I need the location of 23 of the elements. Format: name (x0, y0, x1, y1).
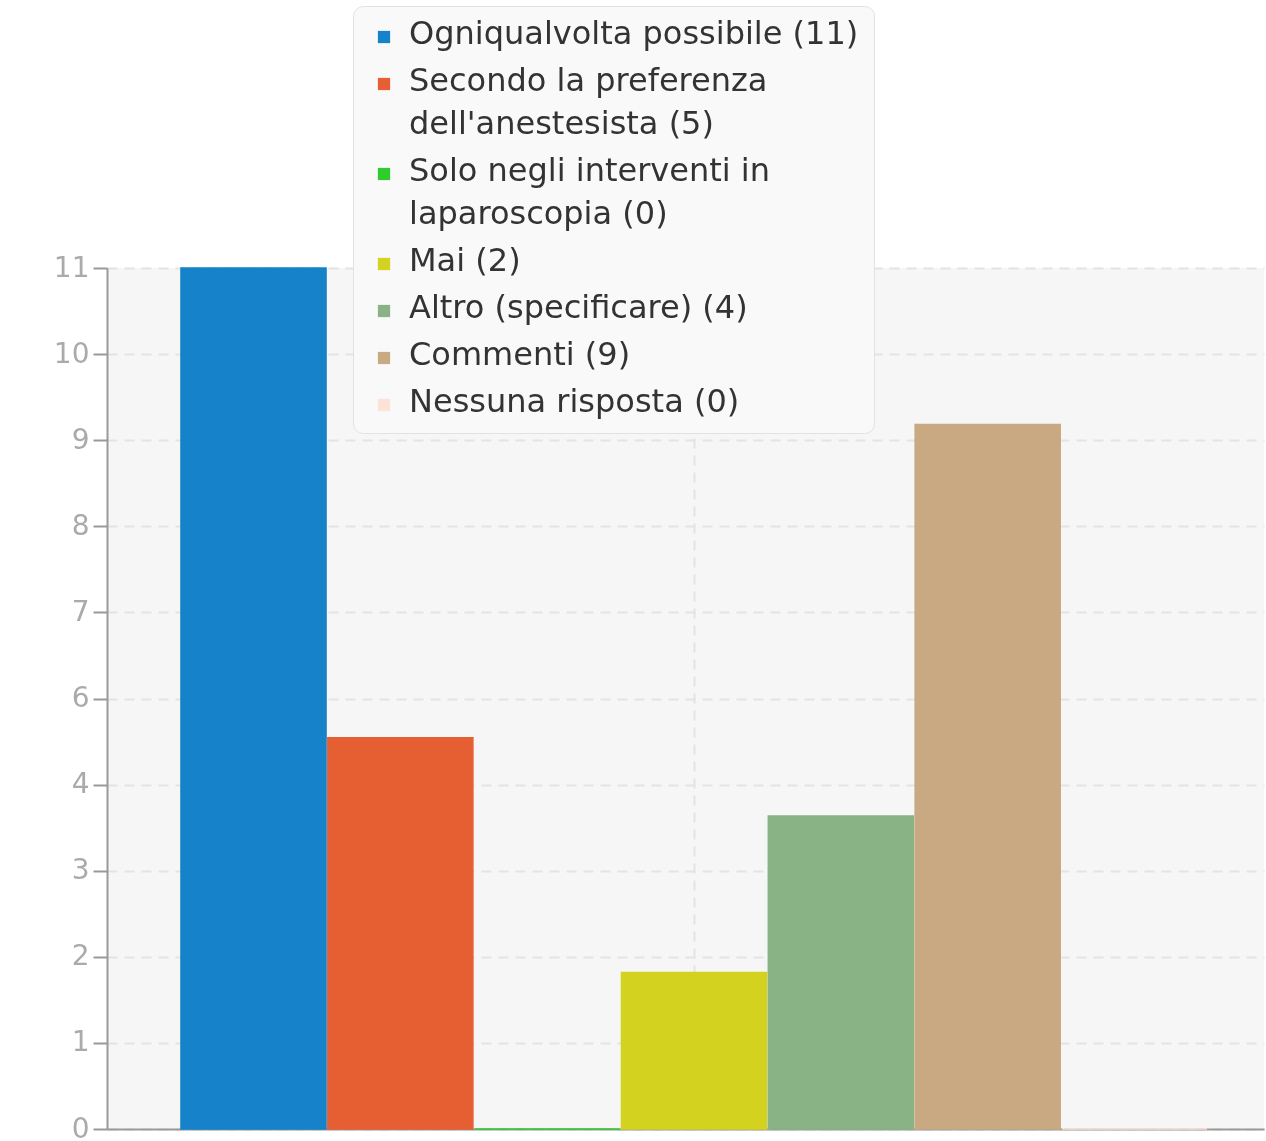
y-tick-label: 0 (71, 1111, 90, 1141)
y-tick-label: 11 (53, 250, 90, 284)
bar (620, 971, 768, 1130)
bar (767, 815, 915, 1130)
legend-label: Commenti (9) (409, 335, 631, 373)
bar (180, 267, 327, 1130)
y-tick-label: 1 (71, 1025, 90, 1059)
legend-label: Altro (specificare) (4) (409, 288, 748, 326)
y-tick-label: 7 (71, 594, 90, 628)
bar (327, 736, 474, 1130)
legend-label: Mai (2) (409, 241, 521, 279)
y-tick-label: 8 (71, 508, 90, 542)
y-tick-label: 3 (71, 853, 90, 887)
legend-label: Solo negli interventi in laparoscopia (0) (409, 151, 771, 232)
y-tick-label: 9 (71, 422, 90, 456)
y-tick-label: 2 (71, 939, 90, 973)
y-tick-label: 4 (71, 767, 90, 801)
y-tick-label: 6 (71, 681, 90, 714)
y-tick-label: 10 (53, 336, 90, 370)
legend-label: Nessuna risposta (0) (409, 382, 740, 420)
bar (914, 423, 1061, 1130)
legend-label: Secondo la preferenza dell'anestesista (5) (409, 61, 768, 142)
legend-label: Ogniqualvolta possibile (11) (409, 14, 859, 52)
